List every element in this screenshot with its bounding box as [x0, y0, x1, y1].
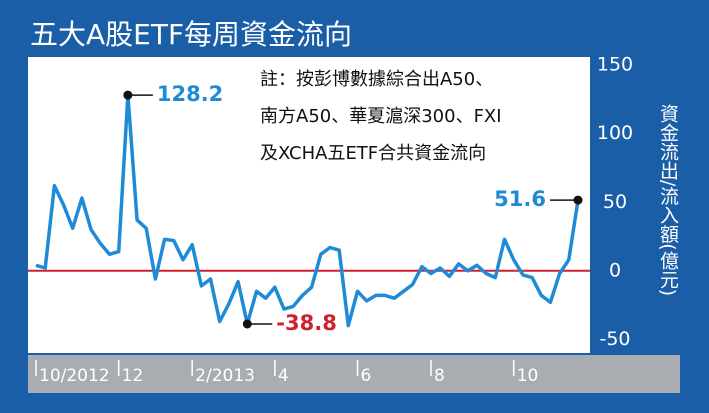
data-line: [35, 93, 580, 328]
annotation: 及XCHA五ETF合共資金流向: [260, 143, 486, 164]
y-tick-label: 50: [603, 191, 627, 213]
annotation: 註：按彭博數據綜合出A50、: [260, 69, 493, 90]
y-tick-label: 0: [609, 259, 621, 281]
y-tick-label: -50: [599, 328, 630, 350]
chart-title: 五大A股ETF每周資金流向: [30, 18, 352, 51]
x-axis-band: [28, 355, 680, 393]
data-label: 51.6: [494, 187, 546, 211]
x-tick-label: 10: [517, 366, 539, 386]
x-tick-label: 4: [278, 366, 289, 386]
x-tick-label: 12: [122, 366, 144, 386]
x-tick-label: 8: [434, 366, 445, 386]
data-label: -38.8: [276, 311, 337, 335]
x-tick-label: 6: [361, 366, 372, 386]
x-tick-label: 2/2013: [195, 366, 255, 386]
x-tick-label: 10/2012: [39, 366, 110, 386]
y-tick-label: 100: [597, 122, 633, 144]
data-label: 128.2: [157, 82, 223, 106]
y-axis-label: 資金流出/流入額(億元): [657, 104, 679, 297]
y-tick-label: 150: [597, 54, 633, 76]
annotation: 南方A50、華夏滬深300、FXI: [260, 106, 502, 127]
